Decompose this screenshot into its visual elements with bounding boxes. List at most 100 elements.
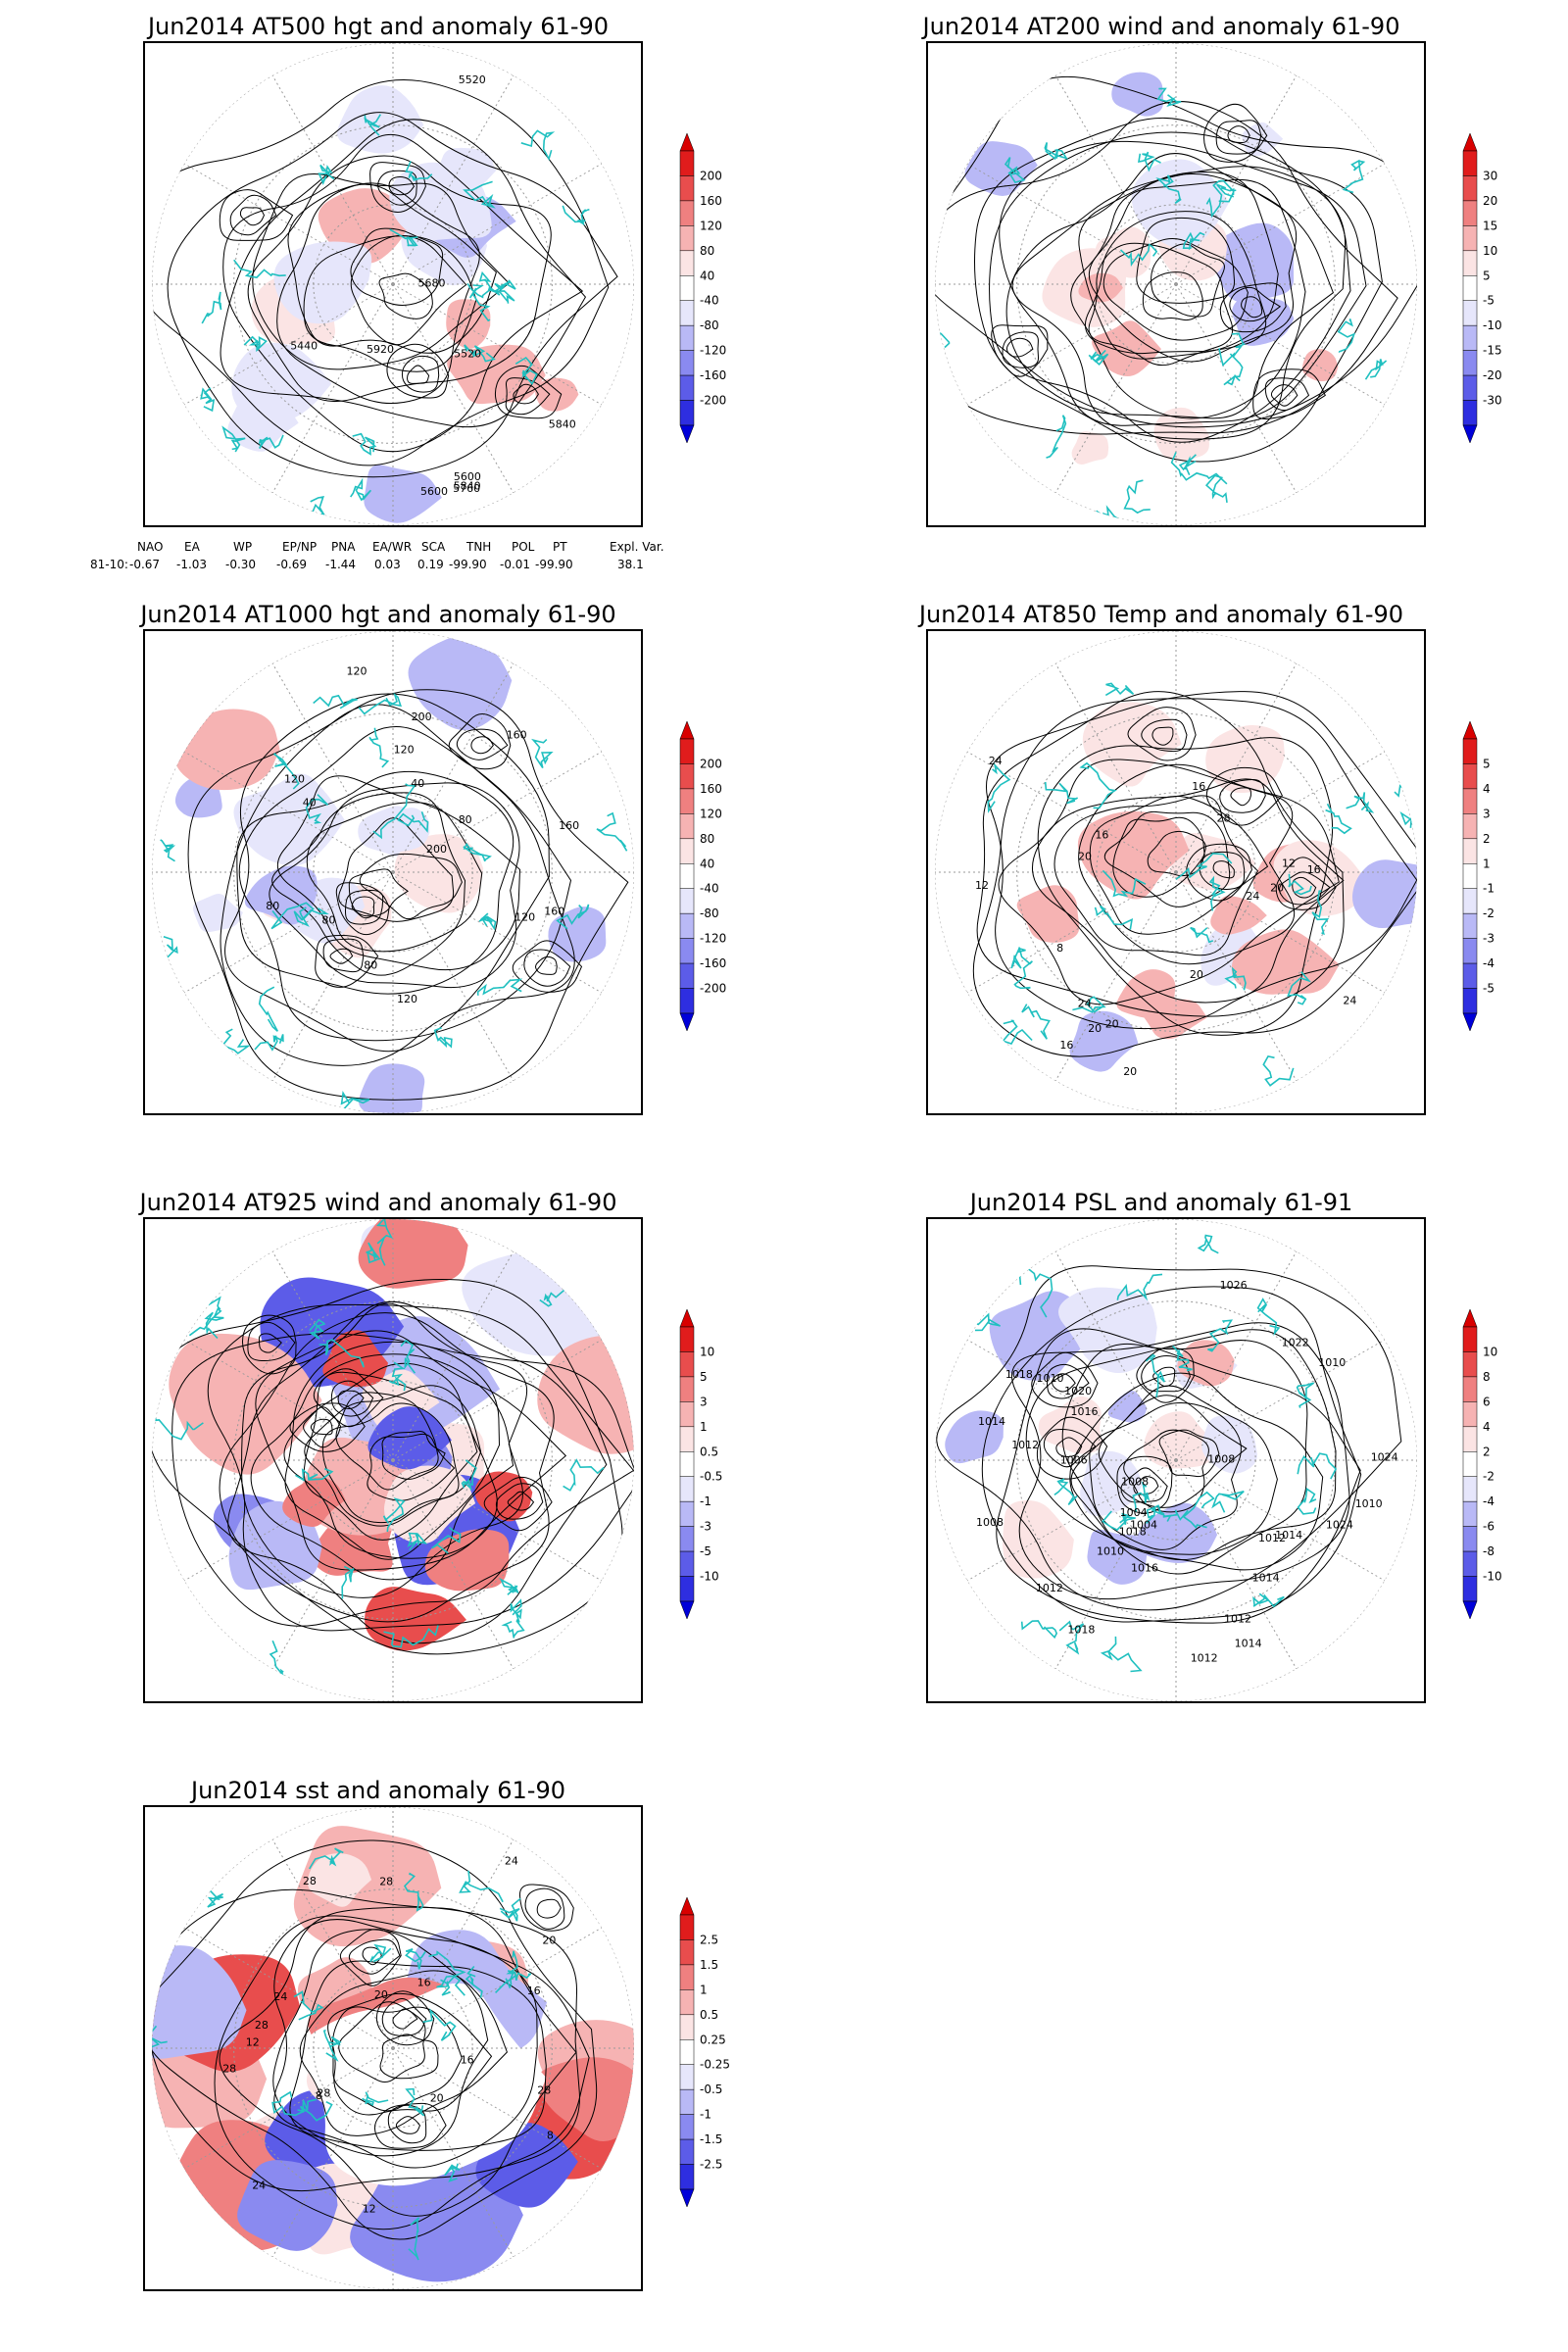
contour-line <box>1133 1476 1159 1495</box>
coastline <box>203 1888 223 1908</box>
colorbar-label: -8 <box>1483 1544 1494 1558</box>
coastline <box>1145 1353 1165 1397</box>
streamline <box>255 1330 567 1571</box>
colorbar-label: -10 <box>1483 318 1502 332</box>
contour-label: 160 <box>559 819 579 832</box>
colorbar-arrow-bottom <box>1462 1600 1478 1620</box>
colorbar: 30 20 15 10 5 -5 -10 -15 -20 -30 <box>1453 131 1561 445</box>
contour-label: 1010 <box>1318 1356 1346 1369</box>
contour-line <box>392 2008 418 2030</box>
coastline <box>322 2029 342 2062</box>
colorbar-label: -120 <box>700 344 726 358</box>
colorbar-label: 160 <box>700 782 722 796</box>
meridian-line <box>966 751 1177 873</box>
colorbar-swatch <box>1462 763 1478 790</box>
panel-at850: Jun2014 AT850 Temp and anomaly 61-90 16 1… <box>906 600 1568 1129</box>
contour-line <box>152 79 610 466</box>
coastline <box>1182 1491 1215 1530</box>
contour-line <box>1127 707 1197 761</box>
colorbar-swatch <box>679 912 695 939</box>
colorbar-swatch <box>679 250 695 276</box>
contour-label: 200 <box>426 843 447 856</box>
coastline <box>1364 359 1388 380</box>
colorbar-swatch <box>679 1500 695 1527</box>
meridian-line <box>392 871 514 1082</box>
meridian-line <box>392 1459 603 1582</box>
panel-at500: Jun2014 AT500 hgt and anomaly 61-90 5840… <box>123 12 790 541</box>
colorbar-swatch <box>679 938 695 964</box>
contour-line <box>338 2001 426 2082</box>
coastline <box>302 495 325 525</box>
latitude-circle <box>233 1300 553 1620</box>
contour-line <box>348 1938 401 1975</box>
colorbar-label: 200 <box>700 170 722 183</box>
streamline <box>935 101 1398 435</box>
colorbar-swatch <box>1462 324 1478 351</box>
coastline <box>221 425 246 453</box>
tel-header: EA <box>184 540 200 554</box>
colorbar-swatch <box>1462 275 1478 301</box>
streamline <box>381 1431 446 1480</box>
contour-label: 40 <box>411 777 424 790</box>
contour-line <box>507 1491 535 1511</box>
contour-line <box>220 704 575 1066</box>
meridian-line <box>966 163 1177 285</box>
colorbar-swatch <box>1462 1376 1478 1402</box>
coastline <box>1288 873 1312 896</box>
colorbar-label: -1.5 <box>700 2132 722 2146</box>
coastline <box>1262 1054 1295 1087</box>
colorbar-label: -2 <box>1483 906 1494 920</box>
colorbar-swatch <box>679 1989 695 2016</box>
contour-line <box>276 775 521 971</box>
colorbar-label: 40 <box>700 857 714 870</box>
coastline <box>563 1458 605 1492</box>
contour-label: 16 <box>527 1984 541 1997</box>
negative-anomaly-shade <box>1352 859 1417 929</box>
panel-at925: Jun2014 AT925 wind and anomaly 61-90 10 5… <box>123 1188 790 1717</box>
contour-label: 20 <box>1270 882 1284 895</box>
positive-anomaly-shade <box>1273 840 1364 916</box>
colorbar-label: 1 <box>700 1983 708 1996</box>
positive-anomaly-shade <box>383 1465 476 1544</box>
contour-label: 1012 <box>1224 1613 1251 1626</box>
coastline <box>1178 454 1197 476</box>
coastline <box>1197 1234 1219 1254</box>
positive-anomaly-shade <box>1205 725 1285 794</box>
contour-line <box>306 802 483 953</box>
colorbar-label: 200 <box>700 758 722 771</box>
coastline <box>1096 505 1121 525</box>
colorbar-arrow-bottom <box>679 424 695 444</box>
contour-label: 28 <box>317 2087 330 2100</box>
contour-label: 1026 <box>1220 1279 1248 1292</box>
contour-line <box>981 1286 1362 1623</box>
contour-line <box>273 1919 538 2169</box>
contour-line <box>513 383 539 405</box>
colorbar-label: -160 <box>700 368 726 382</box>
contour-line <box>1264 377 1310 412</box>
tel-header: POL <box>512 540 535 554</box>
panel-at1000: Jun2014 AT1000 hgt and anomaly 61-90 120… <box>123 600 790 1129</box>
meridian-line <box>183 1339 394 1461</box>
coastline <box>464 344 496 363</box>
contour-line <box>315 935 379 988</box>
contour-label: 5680 <box>418 277 446 290</box>
streamline <box>304 1385 482 1527</box>
tel-header: Expl. Var. <box>610 540 664 554</box>
coastline <box>1013 947 1033 990</box>
tel-value: -99.90 <box>535 558 573 571</box>
contour-line <box>1219 778 1266 813</box>
colorbar-label: -40 <box>700 882 719 896</box>
colorbar-label: -200 <box>700 982 726 996</box>
colorbar-swatch <box>679 300 695 326</box>
contour-line <box>448 713 512 770</box>
tel-value: -99.90 <box>449 558 487 571</box>
coastline <box>313 694 358 710</box>
contour-line <box>350 227 444 306</box>
meridian-line <box>271 1459 394 1670</box>
colorbar-swatch <box>1462 988 1478 1014</box>
colorbar-label: -15 <box>1483 344 1502 358</box>
coastline <box>436 1975 458 1996</box>
positive-anomaly-shade <box>1210 896 1267 935</box>
negative-anomaly-shade <box>1107 1391 1148 1423</box>
panel-title: Jun2014 AT1000 hgt and anomaly 61-90 <box>140 601 616 628</box>
